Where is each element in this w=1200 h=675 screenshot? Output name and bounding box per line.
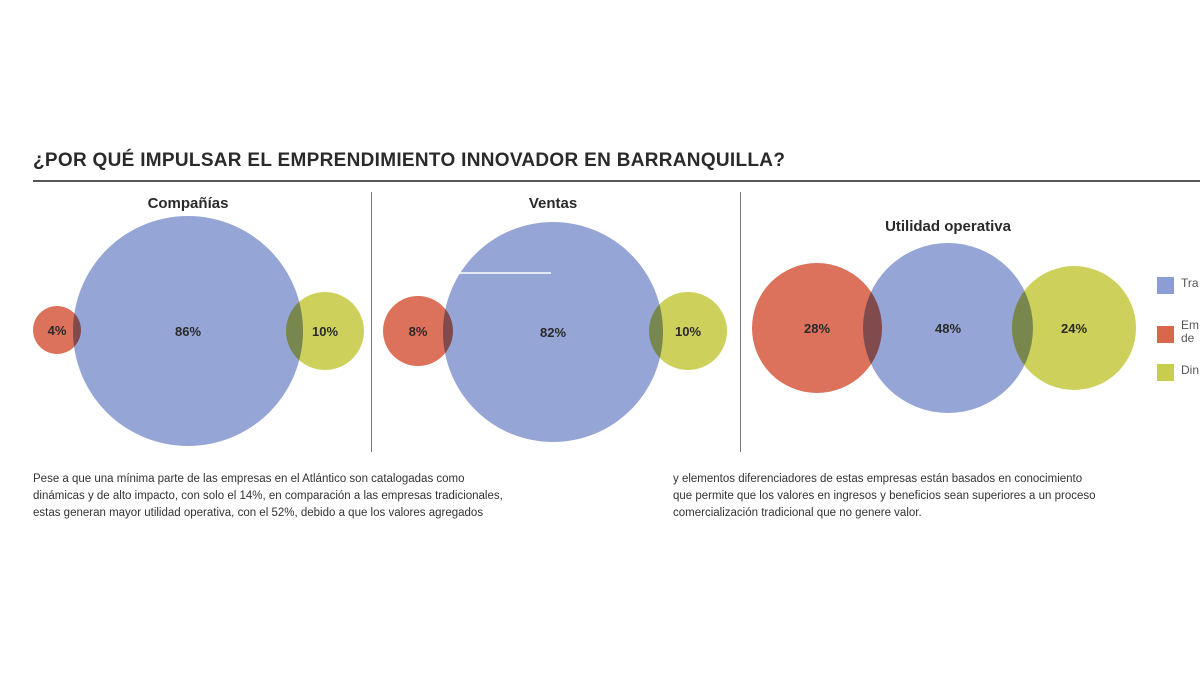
legend-swatch [1157, 326, 1174, 343]
data-label: 10% [675, 324, 701, 339]
paragraph-line: dinámicas y de alto impacto, con solo el… [33, 490, 503, 502]
legend-label: Din [1181, 363, 1200, 377]
paragraph-line: comercialización tradicional que no gene… [673, 507, 922, 519]
data-label: 10% [312, 324, 338, 339]
legend-label: Em de [1181, 318, 1199, 345]
paragraph-left: Pese a que una mínima parte de las empre… [33, 471, 663, 522]
panel-title: Compañías [148, 195, 229, 212]
paragraph-line: y elementos diferenciadores de estas emp… [673, 473, 1083, 485]
bubble-tradicionales [863, 243, 1033, 413]
paragraph-line: Pese a que una mínima parte de las empre… [33, 473, 465, 485]
paragraph-right: y elementos diferenciadores de estas emp… [673, 471, 1200, 522]
bubble-tradicionales [443, 222, 663, 442]
title-rule [33, 180, 1200, 182]
bubble-dinamicas [649, 292, 727, 370]
legend-swatch [1157, 277, 1174, 294]
panel-title: Ventas [529, 195, 577, 212]
data-label: 24% [1061, 321, 1087, 336]
data-label: 86% [175, 324, 201, 339]
bubble-emprendimiento [383, 296, 453, 366]
data-label: 8% [409, 324, 428, 339]
legend-item-tradicionales: Tra [1157, 277, 1199, 294]
bubble-emprendimiento [33, 306, 81, 354]
chart-title: ¿POR QUÉ IMPULSAR EL EMPRENDIMIENTO INNO… [33, 150, 786, 171]
bubble-emprendimiento [752, 263, 882, 393]
data-label: 28% [804, 321, 830, 336]
paragraph-line: estas generan mayor utilidad operativa, … [33, 507, 484, 519]
bubble-tradicionales [73, 216, 303, 446]
legend-item-emprendimiento: Em de [1157, 319, 1199, 345]
data-label: 48% [935, 321, 961, 336]
legend-label: Tra [1181, 276, 1199, 290]
panel-divider [371, 192, 372, 452]
legend-item-dinamicas: Din [1157, 364, 1199, 381]
data-label: 82% [540, 325, 566, 340]
panel-divider [740, 192, 741, 452]
bubble-dinamicas [286, 292, 364, 370]
legend-swatch [1157, 364, 1174, 381]
paragraph-line: que permite que los valores en ingresos … [673, 490, 1096, 502]
panel-title: Utilidad operativa [885, 218, 1012, 235]
data-label: 4% [48, 323, 67, 338]
bubble-dinamicas [1012, 266, 1136, 390]
